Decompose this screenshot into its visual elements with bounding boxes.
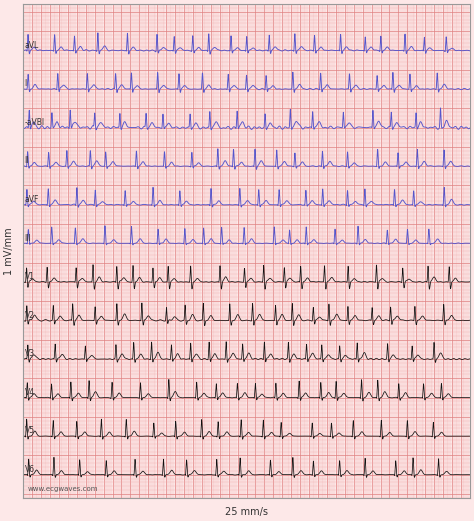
Text: V4: V4	[25, 388, 35, 397]
Text: II: II	[25, 156, 29, 165]
Text: www.ecgwaves.com: www.ecgwaves.com	[27, 486, 98, 492]
Text: V5: V5	[25, 426, 35, 436]
Text: I: I	[25, 79, 27, 88]
Text: III: III	[25, 233, 31, 242]
Text: V3: V3	[25, 349, 35, 358]
Text: -aVBl: -aVBl	[25, 118, 45, 127]
Text: V1: V1	[25, 272, 35, 281]
Y-axis label: 1 mV/mm: 1 mV/mm	[4, 227, 14, 275]
Text: aVF: aVF	[25, 195, 39, 204]
X-axis label: 25 mm/s: 25 mm/s	[225, 507, 268, 517]
Text: V6: V6	[25, 465, 35, 474]
Text: aVL: aVL	[25, 41, 39, 49]
Text: V2: V2	[25, 311, 35, 319]
